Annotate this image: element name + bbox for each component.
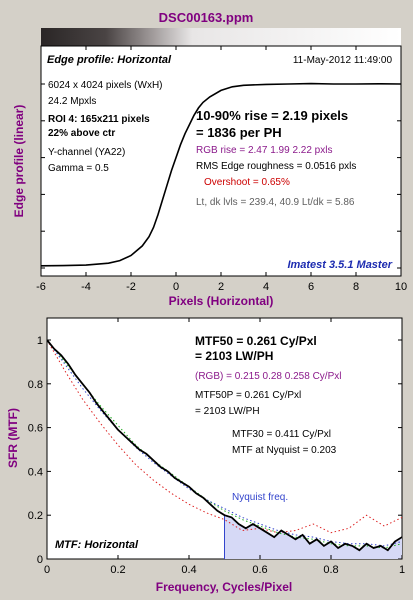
mtf-xlabel: Frequency, Cycles/Pixel — [156, 580, 293, 594]
edge-xtick-label: 4 — [263, 281, 269, 293]
edge-xtick-label: 8 — [353, 281, 359, 293]
mtf30: MTF30 = 0.411 Cy/Pxl — [232, 429, 331, 440]
edge-xlabel: Pixels (Horizontal) — [169, 294, 274, 308]
edge-roi: ROI 4: 165x211 pixels — [48, 114, 150, 125]
mtf-xtick-label: 0 — [44, 564, 50, 576]
edge-gamma: Gamma = 0.5 — [48, 163, 109, 174]
mtf50-lwph: = 2103 LW/PH — [195, 349, 273, 363]
mtf50p-lwph: = 2103 LW/PH — [195, 406, 260, 417]
edge-xtick-label: -6 — [36, 281, 46, 293]
edge-xtick-label: 0 — [173, 281, 179, 293]
edge-channel: Y-channel (YA22) — [48, 147, 125, 158]
mtf-ylabel: SFR (MTF) — [6, 408, 20, 468]
edge-rgb-rise: RGB rise = 2.47 1.99 2.22 pxls — [196, 145, 332, 156]
mtf-xtick-label: 0.8 — [323, 564, 338, 576]
mtf-xtick-label: 0.2 — [110, 564, 125, 576]
edge-xtick-label: -2 — [126, 281, 136, 293]
imatest-brand: Imatest 3.5.1 Master — [287, 259, 392, 271]
edge-xtick-label: 10 — [395, 281, 407, 293]
nyquist-region — [224, 515, 402, 559]
nyquist-label: Nyquist freq. — [232, 492, 288, 503]
edge-xtick-label: -4 — [81, 281, 91, 293]
mtf-ytick-label: 0.2 — [28, 510, 43, 522]
mtf-ytick-label: 0.4 — [28, 466, 43, 478]
mtf-xtick-label: 0.6 — [252, 564, 267, 576]
edge-levels: Lt, dk lvls = 239.4, 40.9 Lt/dk = 5.86 — [196, 197, 355, 208]
mtf-panel-label: MTF: Horizontal — [55, 539, 139, 551]
mtf-ytick-label: 0.6 — [28, 423, 43, 435]
edge-strip — [41, 28, 401, 46]
edge-mpxls: 24.2 Mpxls — [48, 96, 96, 107]
edge-pixels: 6024 x 4024 pixels (WxH) — [48, 80, 163, 91]
mtf-xtick-label: 1 — [399, 564, 405, 576]
mtf-nyquist: MTF at Nyquist = 0.203 — [232, 445, 337, 456]
edge-profile-label: Edge profile: Horizontal — [47, 54, 172, 66]
edge-rise: 10-90% rise = 2.19 pixels — [196, 108, 348, 123]
mtf-channel-line — [46, 339, 403, 534]
edge-roughness: RMS Edge roughness = 0.0516 pxls — [196, 161, 356, 172]
window-title: DSC00163.ppm — [159, 10, 254, 25]
edge-date: 11-May-2012 11:49:00 — [293, 55, 393, 66]
mtf50p: MTF50P = 0.261 Cy/Pxl — [195, 390, 301, 401]
edge-ylabel: Edge profile (linear) — [12, 105, 26, 218]
mtf50: MTF50 = 0.261 Cy/Pxl — [195, 334, 317, 348]
mtf-ytick-label: 0 — [37, 554, 43, 566]
mtf-ytick-label: 0.8 — [28, 379, 43, 391]
edge-above-ctr: 22% above ctr — [48, 128, 115, 139]
mtf-main-line — [46, 339, 403, 552]
edge-xtick-label: 2 — [218, 281, 224, 293]
mtf-rgb: (RGB) = 0.215 0.28 0.258 Cy/Pxl — [195, 371, 341, 382]
edge-overshoot: Overshoot = 0.65% — [204, 177, 290, 188]
edge-xtick-label: 6 — [308, 281, 314, 293]
edge-per-ph: = 1836 per PH — [196, 125, 282, 140]
mtf-xtick-label: 0.4 — [181, 564, 196, 576]
edge-series-line — [40, 82, 402, 267]
mtf-ytick-label: 1 — [37, 335, 43, 347]
mtf-channel-line — [46, 339, 403, 547]
